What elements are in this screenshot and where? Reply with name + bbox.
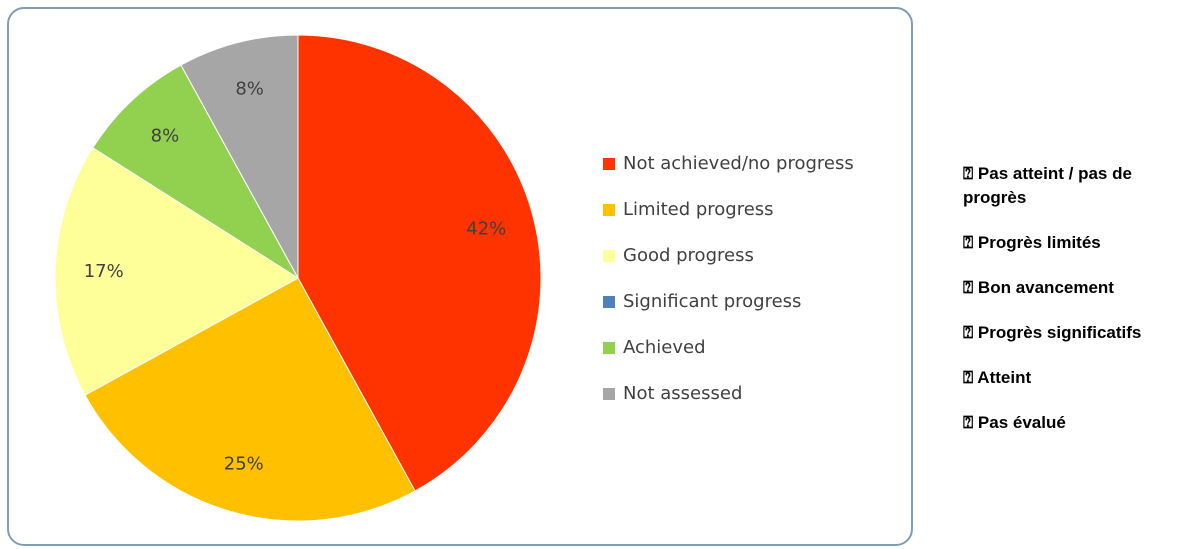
legend-label: Not assessed	[623, 383, 742, 404]
legend-label: Not achieved/no progress	[623, 153, 854, 174]
data-label: 17%	[84, 261, 124, 282]
side-list: ⍰ Pas atteint / pas de progrès ⍰ Progrès …	[963, 162, 1193, 456]
legend-label: Significant progress	[623, 291, 801, 312]
legend-swatch	[603, 342, 615, 354]
data-label: 25%	[224, 454, 264, 475]
legend-swatch	[603, 250, 615, 262]
data-label: 42%	[466, 219, 506, 240]
legend-swatch	[603, 158, 615, 170]
side-list-item: ⍰ Progrès limités	[963, 233, 1101, 252]
pie-slice	[180, 34, 299, 279]
side-list-item: ⍰ Atteint	[963, 368, 1032, 387]
legend-label: Good progress	[623, 245, 754, 266]
legend-swatch	[603, 204, 615, 216]
pie-slice	[84, 277, 416, 522]
side-list-item: ⍰ Progrès significatifs	[963, 323, 1142, 342]
legend-label: Achieved	[623, 337, 706, 358]
side-list-item: ⍰ Pas évalué	[963, 413, 1066, 432]
legend-swatch	[603, 296, 615, 308]
side-list-item: ⍰ Bon avancement	[963, 278, 1114, 297]
data-label: 8%	[235, 79, 264, 100]
legend-swatch	[603, 388, 615, 400]
data-label: 8%	[151, 125, 180, 146]
chart: 42% 25% 17% 8% 8% Not achieved/no progress Lim…	[7, 7, 913, 546]
legend-label: Limited progress	[623, 199, 774, 220]
pie-slice	[54, 147, 299, 396]
side-list-item: ⍰ Pas atteint / pas de progrès	[963, 164, 1132, 207]
pie-slice	[92, 64, 299, 279]
pie-slice	[297, 34, 542, 492]
